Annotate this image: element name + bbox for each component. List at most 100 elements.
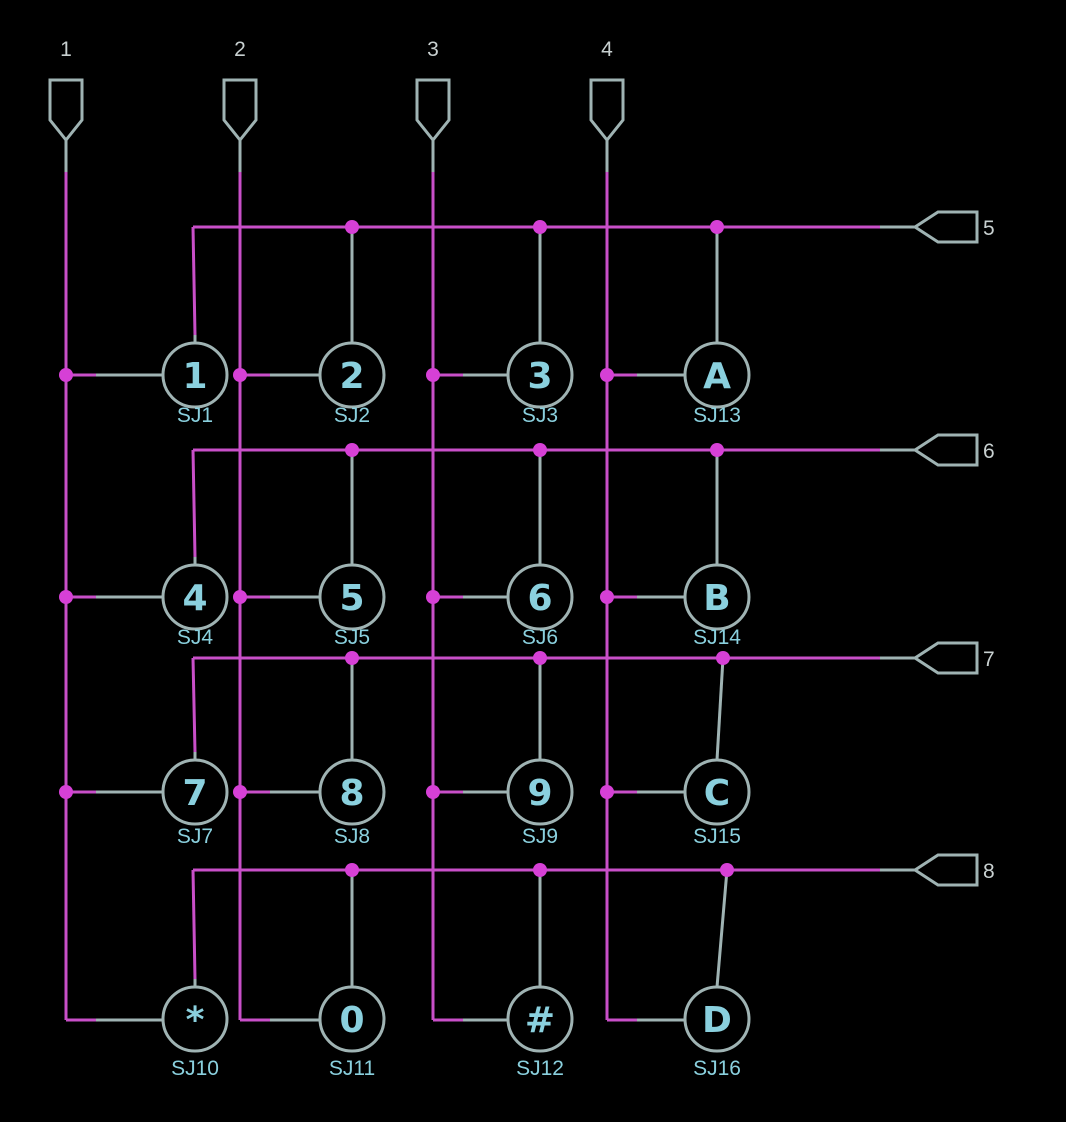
junction-dot	[59, 368, 73, 382]
key-reference: SJ5	[334, 626, 370, 649]
key-glyph: #	[525, 1000, 555, 1041]
row-port-label: 8	[983, 860, 995, 883]
junction-dot	[426, 785, 440, 799]
column-port-connector	[48, 78, 84, 143]
key-reference: SJ2	[334, 404, 370, 427]
junction-dot	[233, 785, 247, 799]
junction-dot	[59, 590, 73, 604]
column-port-connector	[415, 78, 451, 143]
key-glyph: 6	[527, 578, 552, 619]
key-switch-outline	[318, 341, 386, 409]
column-port-label: 2	[234, 38, 246, 61]
key-glyph: 2	[339, 356, 364, 397]
key-switch-outline	[683, 563, 751, 631]
key-switch-outline	[318, 758, 386, 826]
junction-dot	[426, 590, 440, 604]
junction-dot	[533, 651, 547, 665]
junction-dot	[533, 220, 547, 234]
key-switch-outline	[506, 985, 574, 1053]
key-reference: SJ9	[522, 825, 558, 848]
key-row-riser	[191, 226, 197, 336]
key-glyph: 1	[182, 356, 207, 397]
key-reference: SJ3	[522, 404, 558, 427]
keys-layer: 1SJ12SJ23SJ3ASJ134SJ45SJ56SJ6BSJ147SJ78S…	[161, 341, 751, 1080]
key-switch-outline	[161, 341, 229, 409]
column-port-connector	[589, 78, 625, 143]
key-switch-outline	[161, 758, 229, 826]
key-switch-outline	[161, 563, 229, 631]
junction-dot	[426, 368, 440, 382]
column-port-connector	[222, 78, 258, 143]
key-switch-outline	[506, 758, 574, 826]
key-glyph: A	[703, 356, 731, 397]
key-switch-outline	[161, 985, 229, 1053]
key-reference: SJ4	[177, 626, 214, 649]
column-port-label: 4	[601, 38, 613, 61]
junction-dot	[345, 220, 359, 234]
key-glyph: 9	[527, 773, 552, 814]
key-glyph: 8	[339, 773, 364, 814]
key-glyph: 7	[182, 773, 207, 814]
row-port-label: 6	[983, 440, 995, 463]
junction-dot	[533, 443, 547, 457]
row-port-label: 5	[983, 217, 995, 240]
junction-dot	[345, 443, 359, 457]
key-reference: SJ8	[334, 825, 370, 848]
junction-dot	[233, 368, 247, 382]
key-row-stub	[715, 657, 725, 761]
junction-dot	[710, 443, 724, 457]
junction-dot	[716, 651, 730, 665]
key-switch-outline	[683, 341, 751, 409]
key-reference: SJ7	[177, 825, 213, 848]
ports-layer: 1 2 3 4 5 6 7 8	[48, 38, 995, 887]
row-port-connector	[912, 853, 979, 887]
junction-dot	[345, 651, 359, 665]
key-switch-outline	[318, 563, 386, 631]
key-row-riser	[191, 657, 197, 753]
junctions-layer	[59, 220, 734, 877]
key-glyph: 4	[182, 578, 207, 619]
junction-dot	[600, 368, 614, 382]
key-glyph: C	[704, 773, 730, 814]
key-glyph: D	[702, 1000, 732, 1041]
key-glyph: *	[186, 1000, 205, 1041]
junction-dot	[59, 785, 73, 799]
key-reference: SJ6	[522, 626, 558, 649]
key-glyph: 0	[339, 1000, 364, 1041]
key-switch-outline	[506, 341, 574, 409]
key-row-riser	[191, 449, 197, 558]
row-port-label: 7	[983, 648, 995, 671]
key-reference: SJ15	[693, 825, 741, 848]
row-port-connector	[912, 641, 979, 675]
key-reference: SJ10	[171, 1057, 219, 1080]
stubs-layer	[64, 140, 915, 1022]
key-reference: SJ14	[693, 626, 741, 649]
key-glyph: B	[703, 578, 730, 619]
key-row-stub	[715, 869, 729, 988]
key-glyph: 3	[527, 356, 552, 397]
key-switch-outline	[318, 985, 386, 1053]
column-port-label: 3	[427, 38, 439, 61]
junction-dot	[600, 785, 614, 799]
key-switch-outline	[506, 563, 574, 631]
row-port-connector	[912, 433, 979, 467]
key-row-riser	[191, 869, 197, 980]
junction-dot	[710, 220, 724, 234]
key-reference: SJ11	[329, 1057, 375, 1080]
key-reference: SJ16	[693, 1057, 741, 1080]
junction-dot	[720, 863, 734, 877]
junction-dot	[600, 590, 614, 604]
key-switch-outline	[683, 758, 751, 826]
row-port-connector	[912, 210, 979, 244]
junction-dot	[233, 590, 247, 604]
column-port-label: 1	[60, 38, 72, 61]
junction-dot	[533, 863, 547, 877]
key-reference: SJ13	[693, 404, 741, 427]
key-switch-outline	[683, 985, 751, 1053]
key-glyph: 5	[339, 578, 364, 619]
key-reference: SJ12	[516, 1057, 564, 1080]
key-reference: SJ1	[177, 404, 213, 427]
junction-dot	[345, 863, 359, 877]
